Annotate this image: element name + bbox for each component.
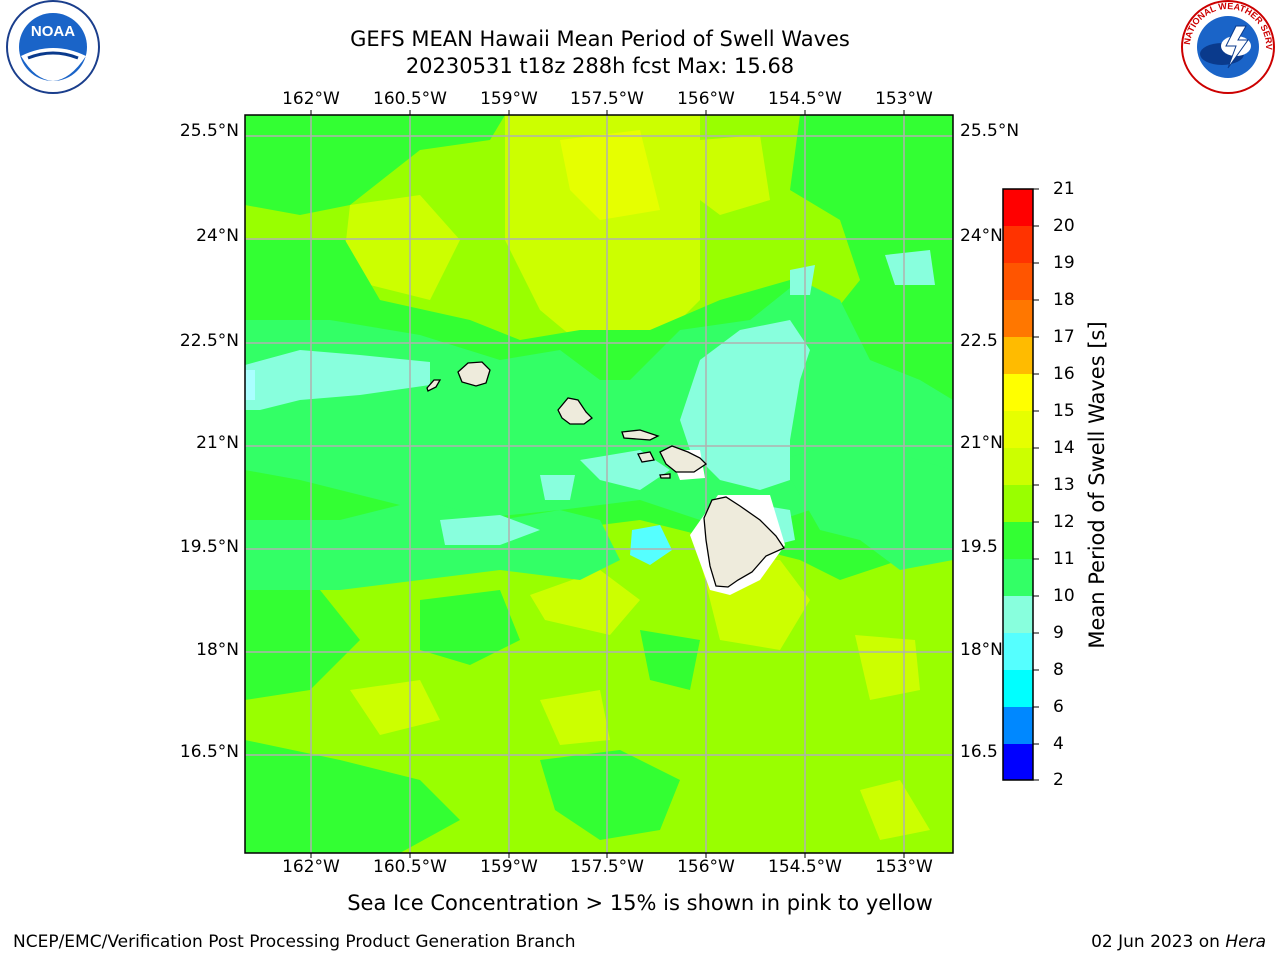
lon-label-bottom: 154.5°W xyxy=(768,857,842,877)
nws-ring-text: NATIONAL WEATHER SERVICE xyxy=(0,0,1274,50)
colorbar-tick-label: 2 xyxy=(1053,770,1064,790)
map-title: GEFS MEAN Hawaii Mean Period of Swell Wa… xyxy=(350,27,850,51)
lon-label-bottom: 162°W xyxy=(282,857,340,877)
noaa-logo-text: NOAA xyxy=(31,23,75,40)
lon-label-bottom: 159°W xyxy=(480,857,538,877)
colorbar-tick-label: 14 xyxy=(1053,438,1075,458)
lon-label-top: 160.5°W xyxy=(373,89,447,109)
lon-label-top: 162°W xyxy=(282,89,340,109)
colorbar-tick-label: 12 xyxy=(1053,512,1075,532)
colorbar-tick-label: 11 xyxy=(1053,549,1075,569)
lat-label-right: 24°N xyxy=(960,226,1003,246)
island-oahu xyxy=(557,397,593,425)
colorbar-tick-label: 21 xyxy=(1053,179,1075,199)
lat-label-right: 16.5 xyxy=(960,742,998,762)
sea-ice-caption: Sea Ice Concentration > 15% is shown in … xyxy=(347,891,933,915)
island-maui xyxy=(659,445,708,473)
lat-label-right: 25.5°N xyxy=(960,121,1020,141)
colorbar-tick-label: 10 xyxy=(1053,586,1075,606)
lat-label-right: 19.5 xyxy=(960,537,998,557)
island-lanai xyxy=(637,451,655,463)
svg-text:NATIONAL WEATHER SERVICE: NATIONAL WEATHER SERVICE xyxy=(0,0,1274,50)
colorbar-tick-label: 6 xyxy=(1053,697,1064,717)
lat-label-left: 19.5°N xyxy=(179,537,239,557)
island-kahoolawe xyxy=(659,473,671,479)
lon-label-top: 153°W xyxy=(875,89,933,109)
map-frame xyxy=(244,114,954,854)
lon-label-bottom: 153°W xyxy=(875,857,933,877)
lat-label-right: 21°N xyxy=(960,433,1003,453)
colorbar-title: Mean Period of Swell Waves [s] xyxy=(1085,321,1109,649)
colorbar xyxy=(1002,188,1039,781)
lon-label-bottom: 156°W xyxy=(677,857,735,877)
lon-label-top: 157.5°W xyxy=(570,89,644,109)
lat-label-right: 22.5 xyxy=(960,331,998,351)
lat-label-left: 24°N xyxy=(196,226,239,246)
island-kauai xyxy=(457,361,491,387)
colorbar-tick-label: 8 xyxy=(1053,660,1064,680)
colorbar-tick-label: 16 xyxy=(1053,364,1075,384)
footer-host: Hera xyxy=(1225,932,1266,952)
colorbar-tick-label: 4 xyxy=(1053,734,1064,754)
graticule xyxy=(245,115,953,853)
lat-label-right: 18°N xyxy=(960,640,1003,660)
swell-period-field xyxy=(245,115,953,853)
island-hawaii xyxy=(703,496,785,588)
lat-label-left: 22.5°N xyxy=(179,331,239,351)
colorbar-tick-label: 15 xyxy=(1053,401,1075,421)
colorbar-tick-label: 17 xyxy=(1053,327,1075,347)
lon-label-top: 154.5°W xyxy=(768,89,842,109)
hawaiian-islands xyxy=(426,361,785,588)
colorbar-tick-label: 18 xyxy=(1053,290,1075,310)
lat-label-left: 18°N xyxy=(196,640,239,660)
footer-credit: NCEP/EMC/Verification Post Processing Pr… xyxy=(13,932,576,952)
lat-label-left: 16.5°N xyxy=(179,742,239,762)
footer-date-text: 02 Jun 2023 on xyxy=(1091,932,1226,952)
axis-ticks xyxy=(310,110,905,858)
lat-label-left: 25.5°N xyxy=(179,121,239,141)
colorbar-tick-label: 20 xyxy=(1053,216,1075,236)
map-subtitle: 20230531 t18z 288h fcst Max: 15.68 xyxy=(405,54,795,78)
island-niihau xyxy=(426,379,442,392)
lon-label-bottom: 157.5°W xyxy=(570,857,644,877)
footer-date: 02 Jun 2023 on Hera xyxy=(1091,932,1266,952)
lat-label-left: 21°N xyxy=(196,433,239,453)
lon-label-top: 159°W xyxy=(480,89,538,109)
colorbar-tick-label: 13 xyxy=(1053,475,1075,495)
island-molokai xyxy=(621,429,660,441)
lon-label-bottom: 160.5°W xyxy=(373,857,447,877)
nws-logo: NATIONAL WEATHER SERVICE xyxy=(0,0,1275,94)
noaa-logo: NOAA xyxy=(6,0,100,94)
lon-label-top: 156°W xyxy=(677,89,735,109)
colorbar-tick-label: 9 xyxy=(1053,623,1064,643)
colorbar-tick-label: 19 xyxy=(1053,253,1075,273)
